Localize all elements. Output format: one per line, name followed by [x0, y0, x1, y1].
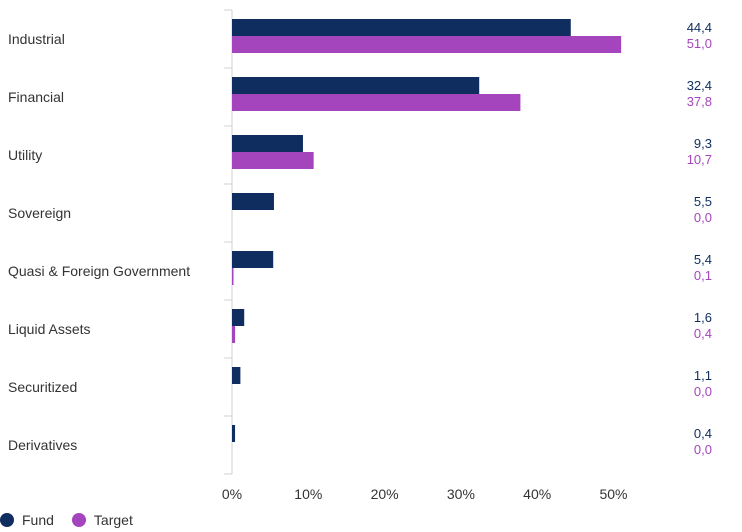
value-label-fund: 5,5 — [694, 194, 712, 209]
bar-target — [232, 326, 236, 343]
value-label-fund: 32,4 — [687, 78, 712, 93]
category-label: Quasi & Foreign Government — [8, 263, 190, 279]
bar-target — [232, 36, 622, 53]
value-label-target: 0,4 — [694, 326, 712, 341]
legend-item-target[interactable]: Target — [71, 512, 133, 528]
bar-target — [232, 268, 234, 285]
x-tick-label: 10% — [294, 486, 322, 502]
x-tick-label: 40% — [523, 486, 551, 502]
bars — [232, 19, 622, 442]
x-tick-label: 0% — [222, 486, 242, 502]
value-label-target: 0,0 — [694, 384, 712, 399]
value-label-target: 51,0 — [687, 36, 712, 51]
value-label-target: 0,0 — [694, 442, 712, 457]
bar-fund — [232, 193, 274, 210]
bar-fund — [232, 367, 241, 384]
axis-layer — [224, 9, 233, 475]
value-labels: 44,451,032,437,89,310,75,50,05,40,11,60,… — [687, 20, 712, 457]
bar-fund — [232, 309, 245, 326]
value-label-fund: 9,3 — [694, 136, 712, 151]
bar-fund — [232, 19, 571, 36]
category-label: Financial — [8, 89, 64, 105]
bar-fund — [232, 135, 303, 152]
category-label: Sovereign — [8, 205, 71, 221]
x-tick-label: 30% — [447, 486, 475, 502]
x-tick-label: 50% — [599, 486, 627, 502]
bar-target — [232, 152, 314, 169]
legend-label-fund: Fund — [22, 512, 54, 528]
value-label-fund: 5,4 — [694, 252, 712, 267]
legend-label-target: Target — [93, 512, 133, 528]
value-label-fund: 0,4 — [694, 426, 712, 441]
chart-legend: Fund Target — [0, 509, 133, 531]
category-labels: Industrial Financial Utility Sovereign Quasi… — [8, 31, 190, 453]
legend-item-fund[interactable]: Fund — [0, 512, 54, 528]
category-label: Utility — [8, 147, 42, 163]
legend-swatch-fund — [0, 513, 14, 527]
category-label: Derivatives — [8, 437, 77, 453]
category-label: Securitized — [8, 379, 77, 395]
category-label: Industrial — [8, 31, 65, 47]
value-label-target: 37,8 — [687, 94, 712, 109]
value-label-fund: 44,4 — [687, 20, 712, 35]
value-label-target: 0,1 — [694, 268, 712, 283]
value-label-fund: 1,1 — [694, 368, 712, 383]
legend-swatch-target — [71, 513, 86, 527]
bar-fund — [232, 77, 480, 94]
bar-target — [232, 94, 521, 111]
category-label: Liquid Assets — [8, 321, 91, 337]
bar-fund — [232, 251, 274, 268]
x-tick-label: 20% — [371, 486, 399, 502]
value-label-target: 0,0 — [694, 210, 712, 225]
value-label-target: 10,7 — [687, 152, 712, 167]
bar-fund — [232, 425, 236, 442]
value-label-fund: 1,6 — [694, 310, 712, 325]
x-tick-labels: 0% 10% 20% 30% 40% 50% — [222, 486, 628, 502]
